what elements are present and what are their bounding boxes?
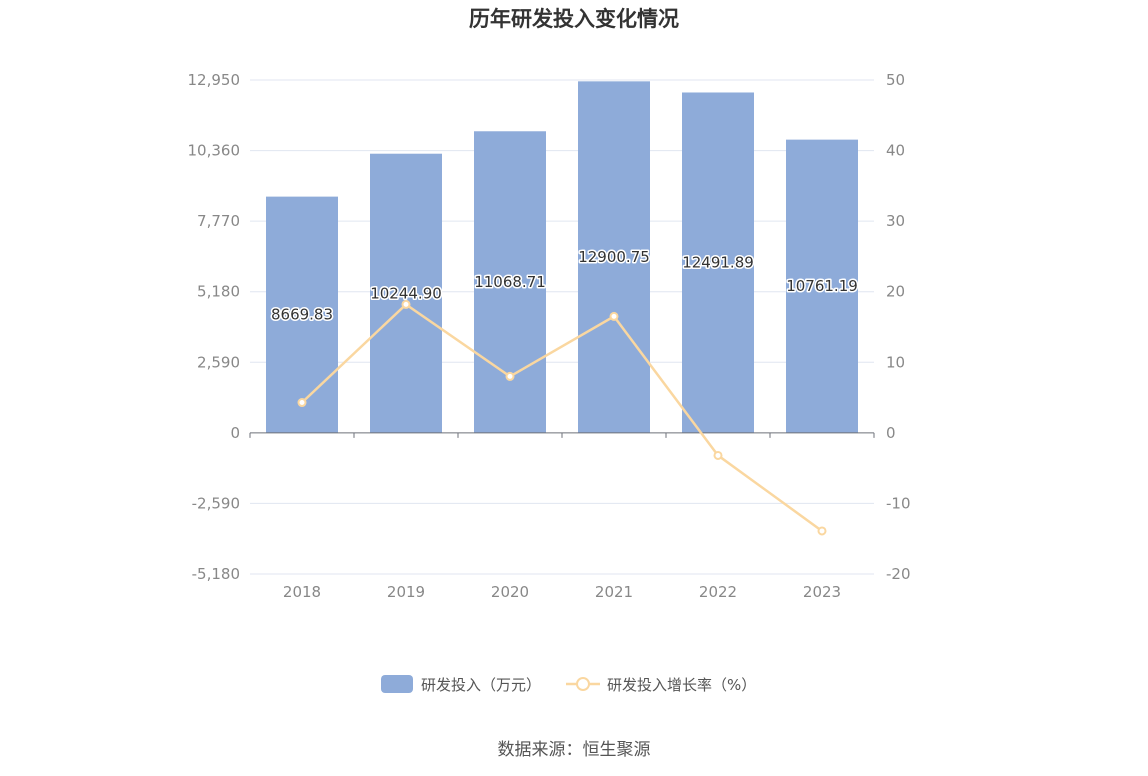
x-tick-label: 2019: [387, 583, 425, 601]
x-tick-label: 2023: [803, 583, 841, 601]
bar-2019: [370, 153, 442, 433]
growth-rate-line: [301, 302, 823, 532]
y-right-tick-label: 50: [886, 71, 905, 89]
y-left-tick-label: 7,770: [197, 212, 240, 230]
legend-swatch-bar: [381, 675, 413, 693]
legend[interactable]: 研发投入（万元） 研发投入增长率（%）: [381, 675, 756, 694]
bar-labels: 8669.83 10244.90 11068.71 12900.75 12491.89 1…: [269, 247, 859, 326]
x-tick-label: 2020: [491, 583, 529, 601]
bar-label-2021: 12900.75: [578, 248, 650, 266]
legend-item-growth-rate[interactable]: 研发投入增长率（%）: [566, 676, 756, 694]
line-series: [297, 299, 827, 536]
bar-2018: [266, 196, 338, 433]
legend-label-rd-investment: 研发投入（万元）: [421, 676, 541, 694]
y-right-tick-label: 20: [886, 283, 905, 301]
chart-title: 历年研发投入变化情况: [469, 7, 679, 31]
axes: 12,950 10,360 7,770 5,180 2,590 0 -2,590 -5,180…: [188, 71, 911, 601]
bar-2022: [682, 92, 754, 433]
grid-lines: [250, 79, 874, 575]
bar-label-2019: 10244.90: [370, 284, 442, 302]
y-left-tick-label: -5,180: [192, 565, 240, 583]
x-tick-label: 2018: [283, 583, 321, 601]
y-left-tick-label: -2,590: [192, 494, 240, 512]
growth-point-2019: [401, 299, 411, 309]
growth-point-2023: [817, 526, 827, 536]
x-tick-label: 2021: [595, 583, 633, 601]
y-left-tick-label: 12,950: [188, 71, 241, 89]
growth-point-2018: [297, 398, 307, 408]
y-right-tick-label: -10: [886, 494, 911, 512]
y-left-tick-label: 2,590: [197, 353, 240, 371]
x-tick-label: 2022: [699, 583, 737, 601]
growth-point-2020: [505, 371, 515, 381]
bar-label-2018: 8669.83: [271, 306, 333, 324]
y-right-tick-label: 0: [886, 424, 896, 442]
legend-swatch-point: [576, 677, 590, 691]
y-right-tick-label: -20: [886, 565, 911, 583]
growth-point-2022: [713, 450, 723, 460]
bar-label-2020: 11068.71: [474, 273, 546, 291]
y-left-tick-label: 10,360: [188, 142, 241, 160]
y-left-tick-label: 0: [230, 424, 240, 442]
legend-label-growth-rate: 研发投入增长率（%）: [607, 676, 756, 694]
y-right-tick-label: 30: [886, 212, 905, 230]
legend-item-rd-investment[interactable]: 研发投入（万元）: [381, 675, 541, 694]
bar-2021: [578, 81, 650, 433]
bar-series: [266, 81, 858, 433]
y-right-tick-label: 40: [886, 142, 905, 160]
y-right-tick-label: 10: [886, 353, 905, 371]
y-left-tick-label: 5,180: [197, 283, 240, 301]
bar-label-2022: 12491.89: [682, 254, 754, 272]
bar-2020: [474, 131, 546, 433]
bar-2023: [786, 139, 858, 433]
source-note: 数据来源：恒生聚源: [498, 740, 651, 760]
growth-point-2021: [609, 311, 619, 321]
bar-label-2023: 10761.19: [786, 277, 858, 295]
